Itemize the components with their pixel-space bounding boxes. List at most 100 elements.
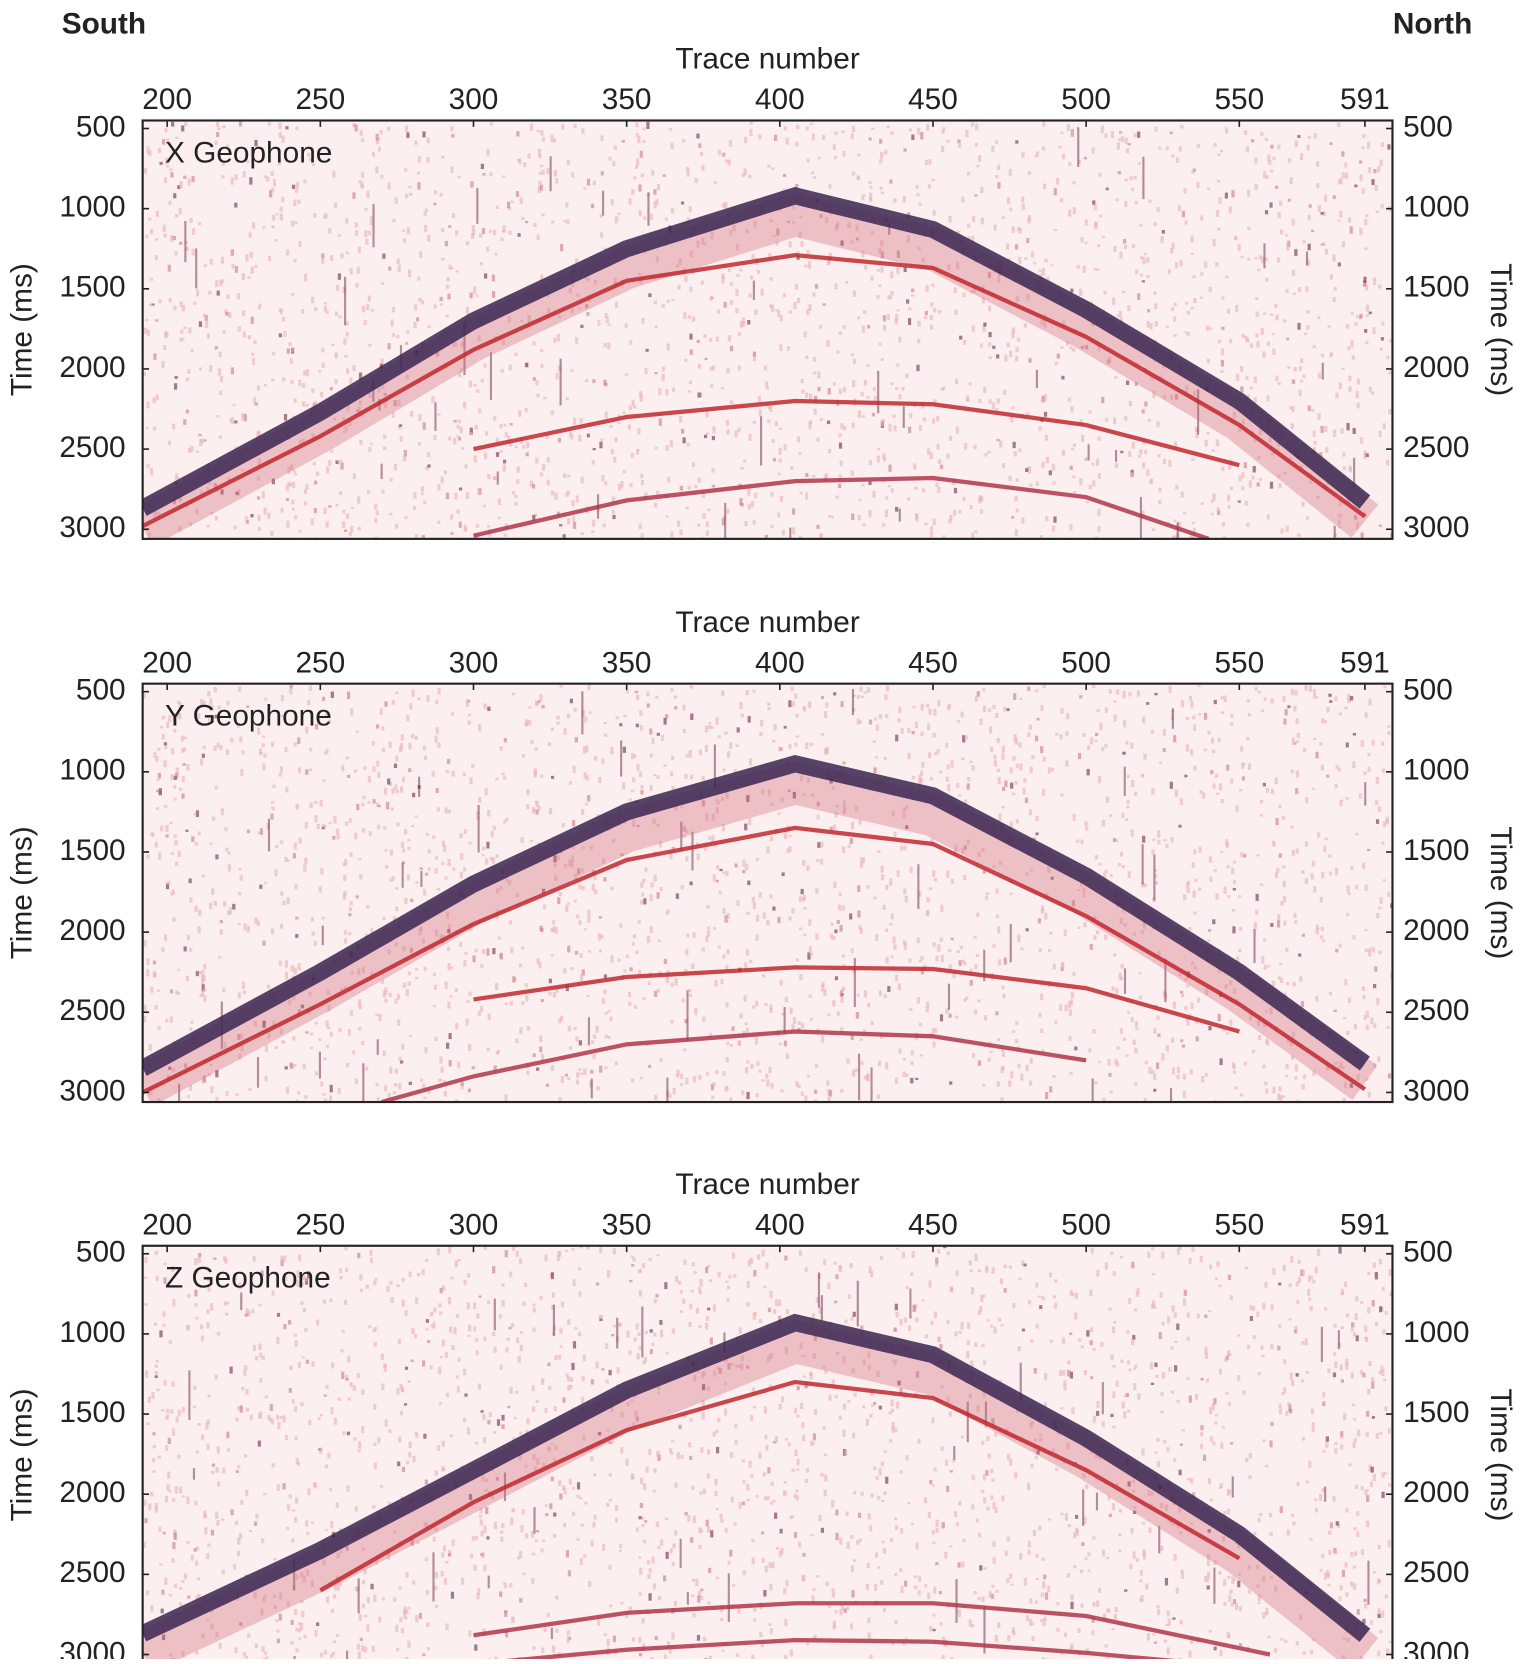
noise bbox=[713, 927, 716, 930]
noise bbox=[383, 446, 386, 450]
noise bbox=[1174, 334, 1177, 337]
noise bbox=[587, 684, 590, 690]
noise bbox=[671, 1633, 674, 1640]
noise bbox=[1168, 269, 1171, 274]
noise bbox=[439, 1078, 442, 1082]
noise bbox=[845, 281, 848, 284]
noise bbox=[1379, 1432, 1382, 1435]
noise bbox=[1212, 449, 1215, 452]
noise bbox=[1241, 486, 1244, 490]
noise bbox=[215, 1097, 218, 1101]
noise bbox=[833, 144, 836, 150]
noise bbox=[1146, 702, 1149, 705]
noise bbox=[1149, 480, 1152, 484]
noise bbox=[567, 902, 570, 904]
noise bbox=[1123, 1038, 1126, 1041]
noise bbox=[412, 690, 415, 697]
noise bbox=[158, 148, 161, 153]
noise bbox=[1029, 1081, 1032, 1086]
noise bbox=[334, 203, 337, 208]
noise bbox=[446, 285, 449, 289]
noise bbox=[1376, 819, 1379, 824]
noise bbox=[792, 527, 795, 534]
noise bbox=[1161, 1053, 1164, 1060]
noise bbox=[722, 954, 725, 958]
noise bbox=[1132, 442, 1135, 449]
noise bbox=[1379, 431, 1382, 437]
noise bbox=[996, 915, 999, 919]
noise bbox=[456, 509, 459, 513]
noise bbox=[975, 696, 978, 702]
noise bbox=[466, 1019, 469, 1026]
noise bbox=[864, 990, 867, 997]
noise bbox=[971, 765, 974, 770]
noise bbox=[434, 985, 437, 990]
streak bbox=[1092, 1079, 1094, 1102]
noise bbox=[192, 228, 195, 235]
noise bbox=[1236, 374, 1239, 381]
noise bbox=[280, 766, 283, 772]
noise bbox=[629, 406, 632, 411]
noise bbox=[219, 280, 222, 286]
noise bbox=[542, 464, 545, 471]
noise bbox=[1375, 185, 1378, 191]
noise bbox=[384, 849, 387, 851]
noise bbox=[640, 725, 643, 731]
noise bbox=[435, 1572, 438, 1578]
streak bbox=[858, 1054, 860, 1101]
noise bbox=[223, 901, 226, 907]
noise bbox=[837, 920, 840, 924]
noise bbox=[274, 870, 277, 877]
noise bbox=[170, 989, 173, 993]
noise bbox=[723, 908, 726, 914]
noise bbox=[908, 307, 911, 310]
noise bbox=[449, 1060, 452, 1066]
noise bbox=[977, 999, 980, 1002]
noise bbox=[862, 326, 865, 333]
noise bbox=[350, 708, 353, 715]
noise bbox=[570, 699, 573, 704]
noise bbox=[990, 1051, 993, 1053]
noise bbox=[451, 134, 454, 138]
noise bbox=[947, 454, 950, 459]
noise bbox=[688, 751, 691, 757]
noise bbox=[147, 958, 150, 965]
noise bbox=[598, 777, 601, 783]
noise bbox=[144, 168, 147, 174]
noise bbox=[556, 716, 559, 720]
noise bbox=[1180, 1039, 1183, 1041]
noise bbox=[233, 404, 236, 406]
noise bbox=[1055, 733, 1058, 736]
noise bbox=[1272, 841, 1275, 844]
noise bbox=[184, 736, 187, 739]
noise bbox=[486, 842, 489, 849]
noise bbox=[587, 916, 590, 923]
noise bbox=[639, 771, 642, 776]
noise bbox=[636, 158, 639, 165]
noise bbox=[861, 484, 864, 487]
noise bbox=[1238, 244, 1241, 251]
noise bbox=[873, 767, 876, 773]
noise bbox=[769, 406, 772, 413]
noise bbox=[756, 1061, 759, 1065]
noise bbox=[933, 519, 936, 526]
noise bbox=[375, 166, 378, 173]
noise bbox=[1165, 844, 1168, 849]
noise bbox=[1221, 711, 1224, 714]
noise bbox=[186, 1541, 189, 1544]
noise bbox=[905, 374, 908, 379]
noise bbox=[709, 1656, 712, 1659]
noise bbox=[1153, 1089, 1156, 1092]
noise bbox=[401, 842, 404, 848]
noise bbox=[915, 1078, 918, 1080]
noise bbox=[200, 994, 203, 997]
noise bbox=[1229, 339, 1232, 343]
noise bbox=[1321, 426, 1324, 433]
noise bbox=[689, 381, 692, 385]
noise bbox=[932, 870, 935, 876]
noise bbox=[688, 315, 691, 319]
noise bbox=[484, 273, 487, 278]
noise bbox=[1352, 761, 1355, 768]
noise bbox=[848, 845, 851, 848]
noise bbox=[692, 1579, 695, 1582]
